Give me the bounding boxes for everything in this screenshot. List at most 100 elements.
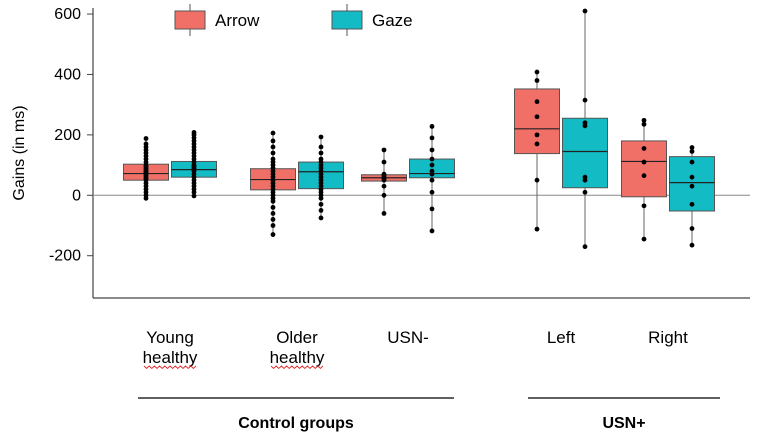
category-label: Young xyxy=(146,328,194,347)
box-arrow-4 xyxy=(621,117,667,242)
data-point xyxy=(689,226,695,231)
data-point xyxy=(270,144,276,150)
data-point xyxy=(534,69,540,75)
spellcheck-underline xyxy=(270,365,324,370)
data-point xyxy=(641,236,647,242)
category-label: healthy xyxy=(270,348,325,367)
boxes xyxy=(123,8,715,250)
data-point xyxy=(270,211,276,216)
data-point xyxy=(270,156,276,162)
data-point xyxy=(582,244,588,250)
box-iqr xyxy=(669,156,715,212)
data-point xyxy=(534,141,540,147)
data-point xyxy=(318,215,324,221)
data-point xyxy=(641,159,647,165)
legend-label: Arrow xyxy=(215,11,260,30)
group-control-groups: Control groups xyxy=(138,397,454,432)
box-gaze-4 xyxy=(669,145,715,248)
data-point xyxy=(191,193,197,199)
data-point xyxy=(641,121,647,127)
data-point xyxy=(381,183,387,189)
data-point xyxy=(318,207,324,213)
legend-swatch xyxy=(331,10,363,30)
category-label: healthy xyxy=(143,348,198,367)
box-arrow-2 xyxy=(361,147,407,216)
legend-label: Gaze xyxy=(372,11,413,30)
box-arrow-1 xyxy=(250,130,296,237)
box-gaze-2 xyxy=(409,124,455,234)
data-point xyxy=(270,150,276,156)
legend: Arrow Gaze xyxy=(174,4,413,36)
data-point xyxy=(318,144,324,150)
y-axis-title: Gains (in ms) xyxy=(11,105,28,200)
data-point xyxy=(534,226,540,232)
box-gaze-0 xyxy=(171,130,217,199)
category-label: Left xyxy=(547,328,576,347)
legend-item-arrow: Arrow xyxy=(174,4,260,36)
box-arrow-0 xyxy=(123,136,169,201)
y-tick-label: -200 xyxy=(49,248,81,265)
spellcheck-underline xyxy=(143,365,197,370)
category-label: USN- xyxy=(387,328,429,347)
data-point xyxy=(429,228,435,234)
data-point xyxy=(582,189,588,195)
data-point xyxy=(429,206,435,212)
data-point xyxy=(689,183,695,189)
data-point xyxy=(270,223,276,228)
category-label: Older xyxy=(276,328,318,347)
data-point xyxy=(191,130,197,135)
y-tick-label: 600 xyxy=(54,6,81,23)
data-point xyxy=(689,159,695,165)
data-point xyxy=(381,159,387,165)
data-point xyxy=(143,136,149,141)
data-point xyxy=(534,132,540,138)
category-label: Right xyxy=(648,328,688,347)
data-point xyxy=(143,141,149,147)
data-point xyxy=(429,147,435,153)
data-point xyxy=(582,120,588,126)
data-point xyxy=(318,201,324,207)
group-usn-: USN+ xyxy=(528,397,720,432)
data-point xyxy=(534,177,540,183)
data-point xyxy=(534,78,540,83)
data-point xyxy=(318,134,324,140)
data-point xyxy=(689,145,695,150)
data-point xyxy=(582,8,588,14)
data-point xyxy=(582,97,588,103)
data-point xyxy=(381,171,387,177)
data-point xyxy=(429,156,435,162)
group-labels: Control groups USN+ xyxy=(138,397,720,432)
box-gaze-1 xyxy=(298,134,344,221)
box-arrow-3 xyxy=(514,69,560,232)
data-point xyxy=(270,204,276,210)
data-point xyxy=(429,135,435,141)
data-point xyxy=(270,232,276,237)
data-point xyxy=(689,149,695,154)
data-point xyxy=(689,242,695,248)
data-point xyxy=(582,174,588,180)
data-point xyxy=(641,146,647,151)
legend-swatch xyxy=(174,10,206,30)
data-point xyxy=(429,124,435,129)
group-label: USN+ xyxy=(602,415,645,432)
data-point xyxy=(641,173,647,179)
data-point xyxy=(689,174,695,180)
y-tick-label: 0 xyxy=(72,187,81,204)
data-point xyxy=(381,211,387,216)
data-point xyxy=(270,130,276,136)
data-point xyxy=(534,99,540,105)
data-point xyxy=(689,201,695,207)
data-point xyxy=(318,150,324,156)
data-point xyxy=(429,189,435,195)
y-tick-label: 200 xyxy=(54,127,81,144)
box-gaze-3 xyxy=(562,8,608,250)
axes: -200 0 200 400 600 Gains (in ms) xyxy=(11,6,750,299)
data-point xyxy=(381,192,387,198)
data-point xyxy=(534,114,540,120)
data-point xyxy=(318,156,324,162)
y-tick-label: 400 xyxy=(54,66,81,83)
data-point xyxy=(641,203,647,209)
data-point xyxy=(270,217,276,222)
